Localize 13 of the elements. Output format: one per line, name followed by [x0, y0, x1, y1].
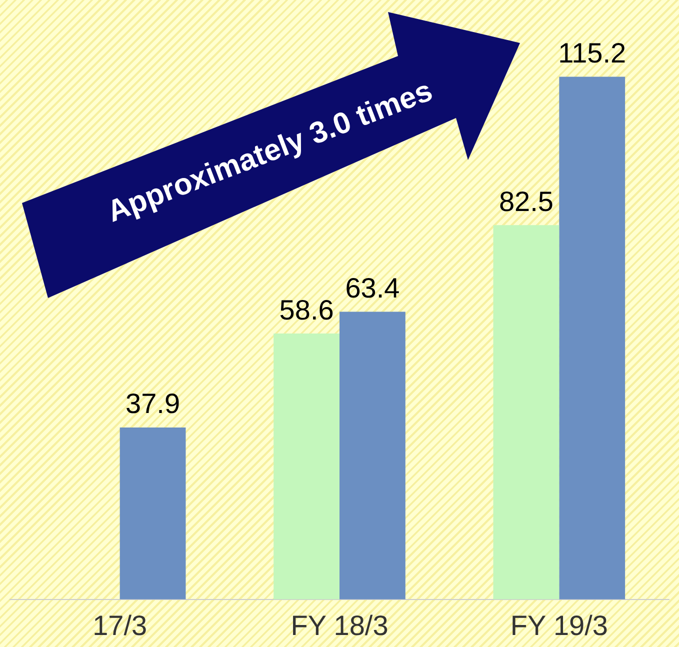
- bar: [493, 225, 560, 600]
- data-label: 115.2: [558, 37, 626, 68]
- x-tick-label: FY 19/3: [510, 610, 608, 641]
- x-tick-label: 17/3: [92, 610, 148, 641]
- bar: [274, 334, 340, 600]
- data-label: 37.9: [126, 388, 180, 420]
- data-label: 63.4: [345, 272, 400, 304]
- bar: [340, 312, 406, 600]
- x-tick-label: FY 18/3: [290, 610, 388, 641]
- data-label: 58.6: [279, 294, 334, 326]
- bar: [120, 427, 186, 600]
- data-label: 82.5: [498, 186, 554, 217]
- bar: [559, 76, 626, 600]
